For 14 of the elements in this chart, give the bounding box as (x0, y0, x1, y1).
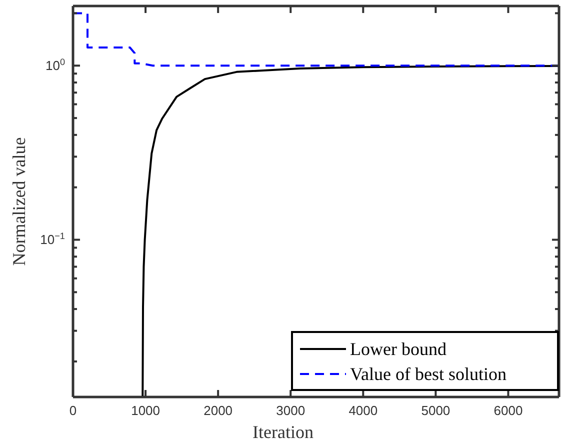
y-axis-title: Normalized value (9, 137, 29, 266)
x-tick-label: 5000 (421, 403, 450, 418)
x-tick-label: 2000 (204, 403, 233, 418)
x-tick-label: 0 (69, 403, 77, 418)
x-tick-label: 4000 (348, 403, 378, 418)
y-tick-label: 10$^{0}$ (45, 56, 65, 73)
y-tick-label: 10$^{−1}$ (40, 230, 65, 247)
legend-label: Lower bound (350, 339, 446, 359)
x-axis-title: Iteration (252, 422, 314, 442)
legend-label: Value of best solution (350, 364, 506, 384)
x-tick-label: 3000 (276, 403, 306, 418)
x-tick-label: 1000 (131, 403, 160, 418)
line-series (142, 65, 559, 397)
x-tick-label: 6000 (494, 403, 523, 418)
